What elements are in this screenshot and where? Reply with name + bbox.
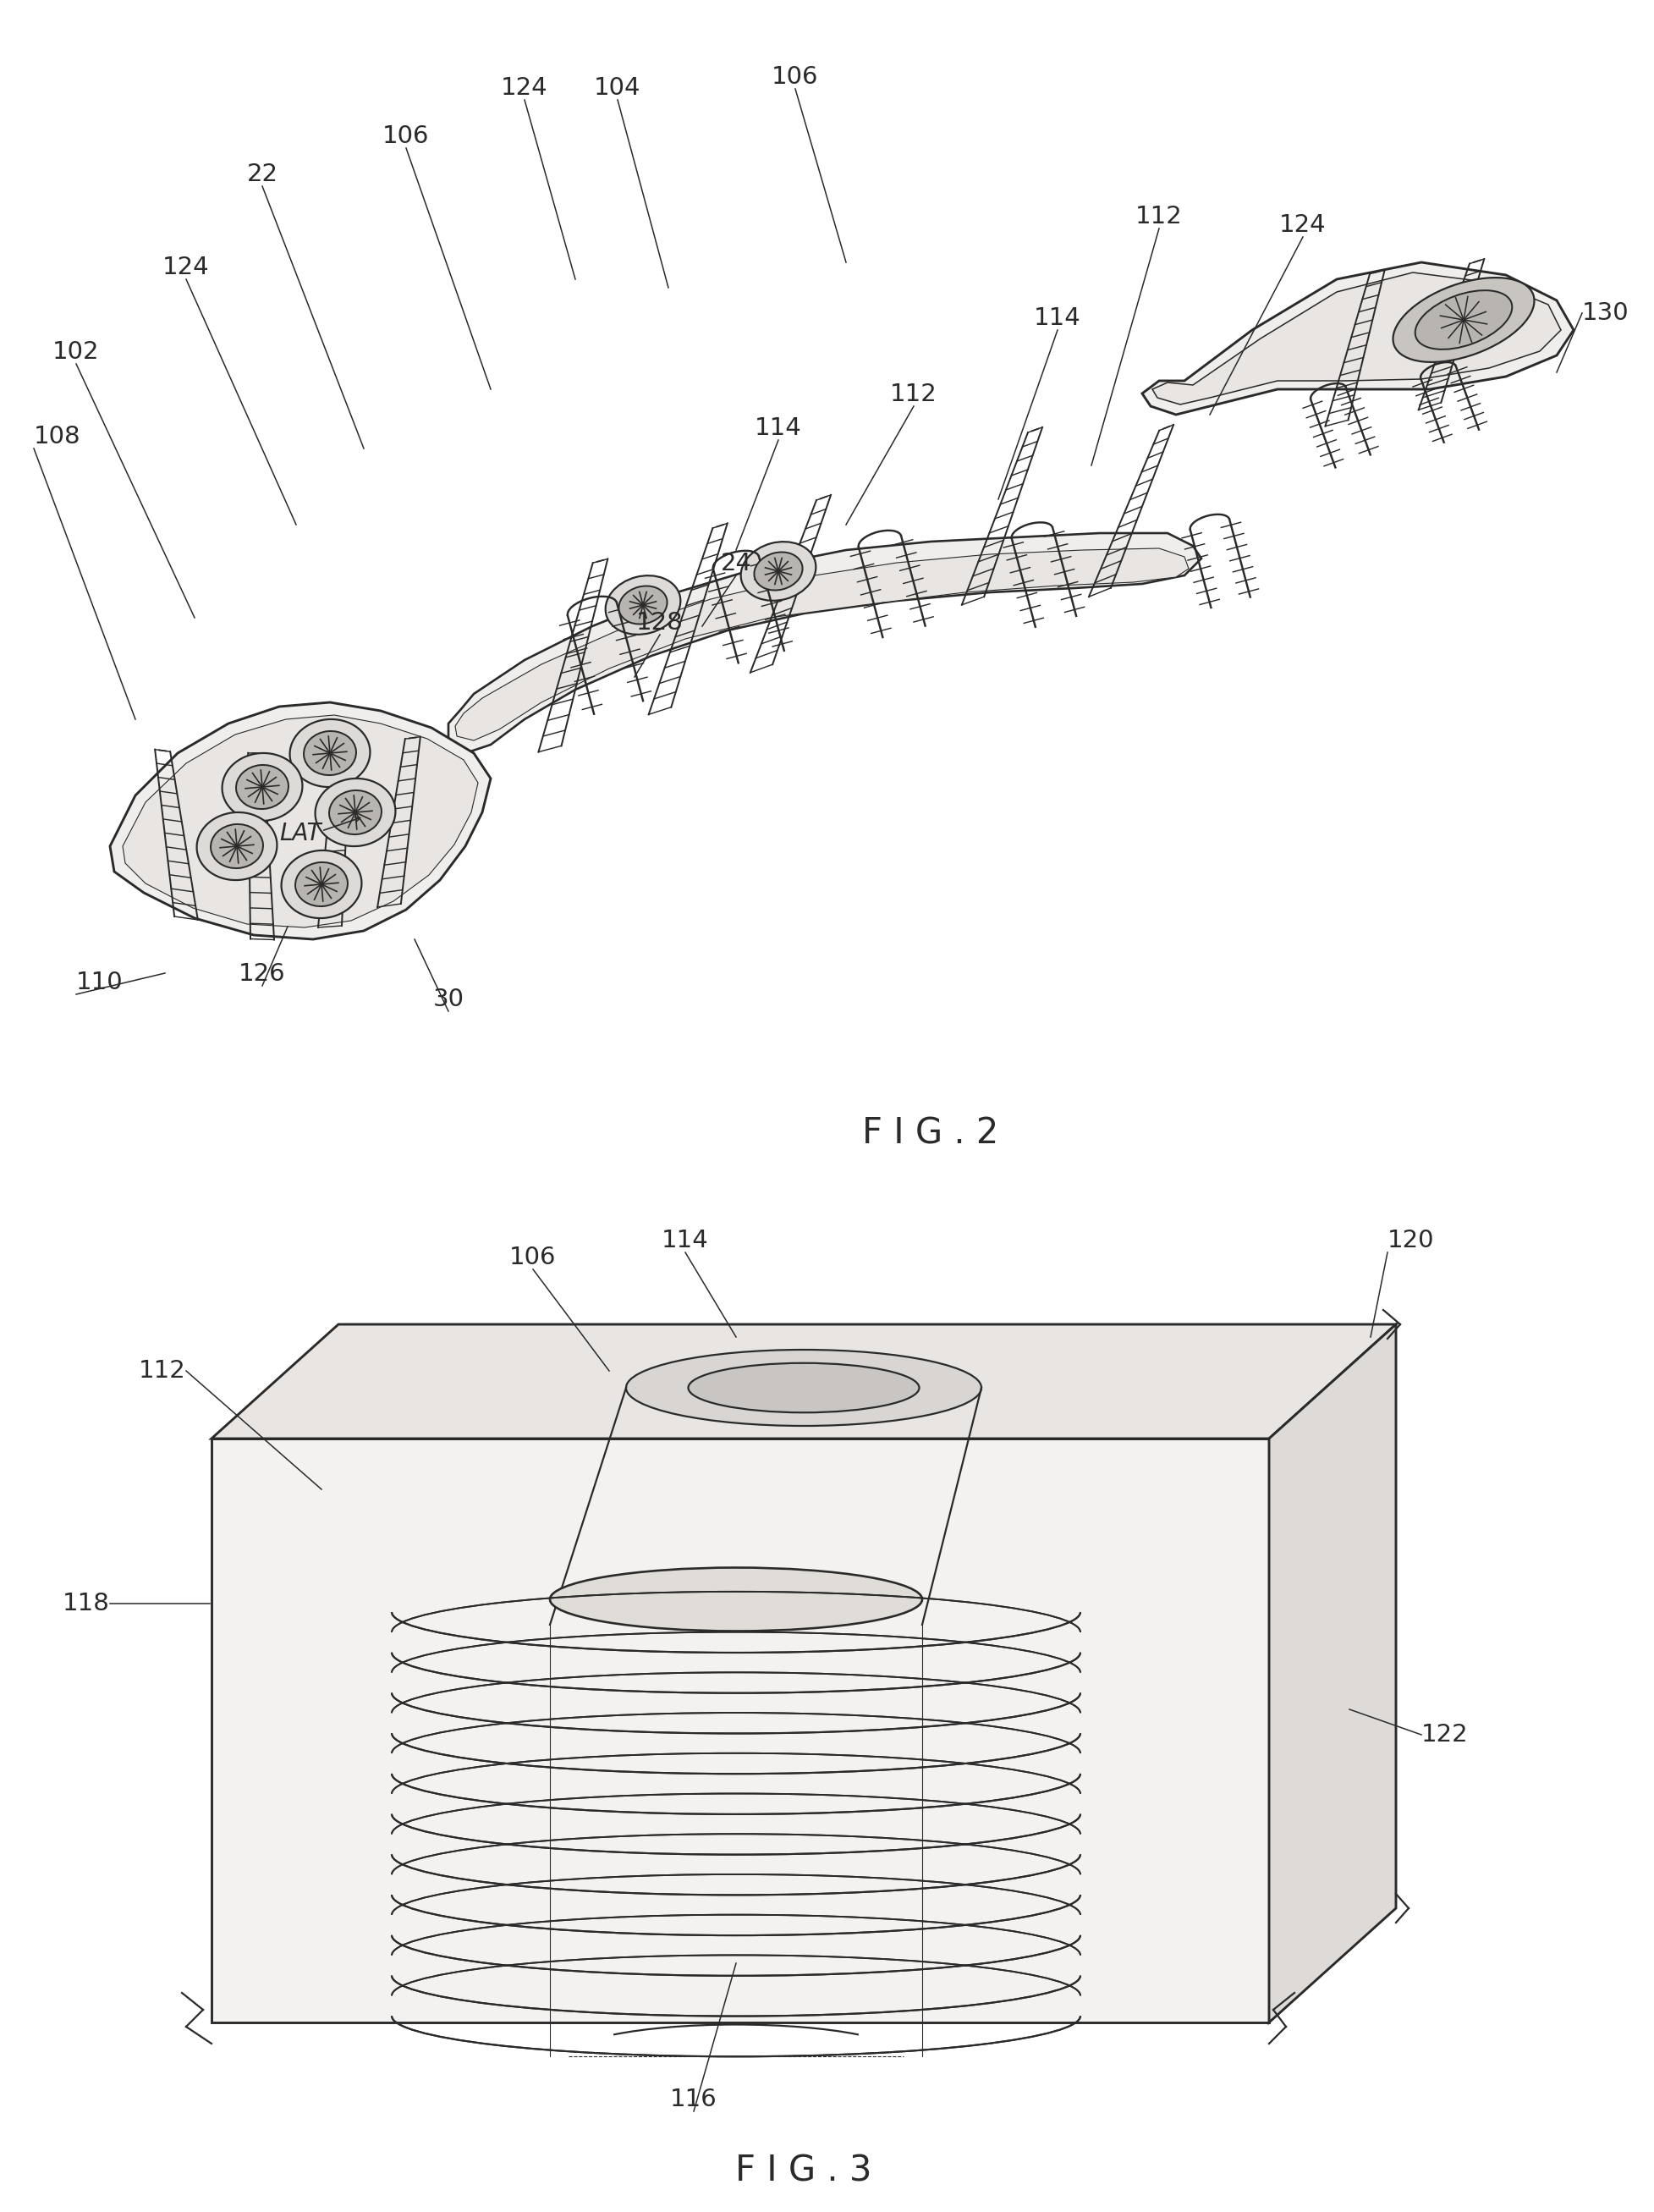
Ellipse shape [549,1568,923,1630]
Ellipse shape [329,790,382,834]
Polygon shape [122,714,478,927]
Text: 114: 114 [662,1228,710,1252]
Text: 112: 112 [890,383,938,407]
Polygon shape [1143,263,1573,414]
Text: 114: 114 [754,416,802,440]
Polygon shape [212,1325,1396,1438]
Text: F I G . 2: F I G . 2 [862,1117,999,1152]
Ellipse shape [741,542,815,602]
Ellipse shape [237,765,288,810]
Text: 128: 128 [637,611,683,635]
Text: 130: 130 [1583,301,1629,325]
Ellipse shape [222,752,303,821]
Text: 106: 106 [772,64,819,88]
Ellipse shape [197,812,276,880]
Ellipse shape [289,719,370,787]
Polygon shape [1269,1325,1396,2022]
Polygon shape [455,549,1189,741]
Ellipse shape [316,779,395,847]
Ellipse shape [605,575,680,635]
Text: 114: 114 [1034,305,1082,330]
Text: 30: 30 [433,987,465,1011]
Text: 122: 122 [1421,1723,1469,1747]
Text: 110: 110 [76,971,122,995]
Polygon shape [1153,272,1561,405]
Text: F I G . 3: F I G . 3 [736,2152,872,2188]
Ellipse shape [564,1571,908,1628]
Text: 124: 124 [162,257,210,279]
Text: 112: 112 [139,1358,187,1382]
Text: 120: 120 [1388,1228,1434,1252]
Ellipse shape [296,863,347,907]
Ellipse shape [619,586,667,624]
Text: 24: 24 [721,551,751,575]
Text: 106: 106 [382,124,430,148]
Ellipse shape [1393,279,1535,363]
Polygon shape [212,1438,1269,2022]
Text: 118: 118 [63,1593,109,1615]
Ellipse shape [754,553,802,591]
Text: 116: 116 [670,2088,718,2110]
Text: 102: 102 [53,341,99,363]
Ellipse shape [688,1363,920,1413]
Text: 124: 124 [501,75,547,100]
Text: 108: 108 [33,425,81,449]
Ellipse shape [304,732,356,774]
Text: 106: 106 [509,1245,556,1270]
Ellipse shape [627,1349,981,1427]
Text: 126: 126 [238,962,286,987]
Text: 112: 112 [1136,206,1183,228]
Text: 22: 22 [246,161,278,186]
Text: 124: 124 [1279,212,1327,237]
Ellipse shape [1416,290,1512,349]
Polygon shape [448,533,1201,752]
Ellipse shape [281,849,362,918]
Text: 104: 104 [594,75,642,100]
Polygon shape [109,703,491,940]
Text: LAT: LAT [280,821,321,845]
Ellipse shape [210,825,263,869]
